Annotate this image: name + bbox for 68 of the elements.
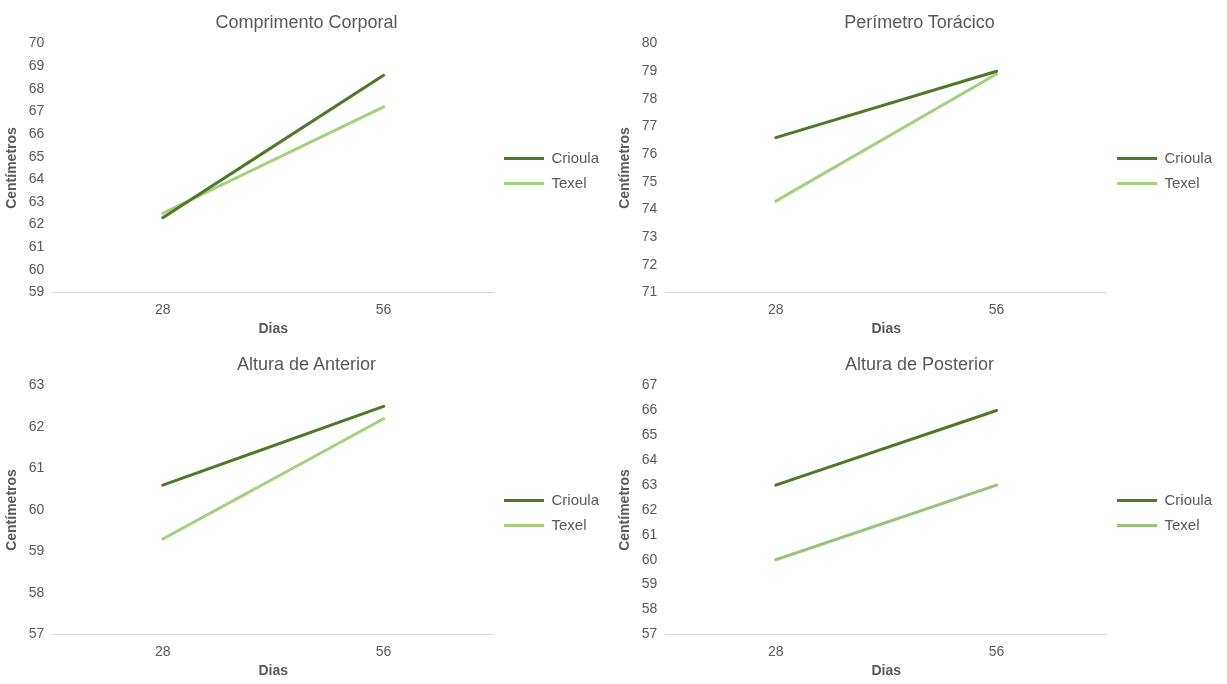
y-tick-label: 62 [28,215,45,232]
y-tick-label: 77 [641,117,658,134]
legend-label: Crioula [1164,490,1213,508]
y-tick-label: 62 [28,417,45,434]
y-tick-label: 66 [641,401,658,418]
y-tick-label: 80 [641,34,658,51]
y-tick-label: 61 [641,525,658,542]
chart-title: Comprimento Corporal [215,11,398,32]
y-axis-title: Centímetros [3,468,20,551]
y-tick-label: 73 [641,227,658,244]
chart-title: Altura de Posterior [844,353,995,374]
y-tick-label: 60 [28,260,45,277]
y-tick-label: 64 [28,170,45,187]
y-tick-label: 66 [28,124,45,141]
legend-label: Crioula [551,490,600,508]
x-axis-title: Dias [258,320,289,337]
y-tick-label: 59 [28,542,45,559]
legend-label: Texel [1164,173,1200,191]
x-tick-label: 56 [375,642,392,659]
y-tick-label: 65 [28,147,45,164]
y-tick-label: 57 [28,625,45,642]
chart-title: Altura de Anterior [236,353,377,374]
y-tick-label: 57 [641,625,658,642]
y-tick-label: 65 [641,426,658,443]
x-axis-title: Dias [258,662,289,679]
x-tick-label: 28 [154,300,171,317]
y-tick-label: 71 [641,283,658,300]
y-tick-label: 61 [28,459,45,476]
y-tick-label: 63 [28,192,45,209]
y-tick-label: 69 [28,57,45,74]
y-tick-label: 59 [28,283,45,300]
y-tick-label: 63 [641,475,658,492]
y-tick-label: 68 [28,79,45,96]
y-tick-label: 60 [641,550,658,567]
legend-label: Texel [1164,515,1200,533]
y-axis-title: Centímetros [616,468,633,551]
y-tick-label: 67 [28,102,45,119]
y-tick-label: 74 [641,200,658,217]
legend-label: Crioula [1164,148,1213,166]
chart-title: Perímetro Torácico [844,11,995,32]
y-tick-label: 78 [641,89,658,106]
x-tick-label: 56 [988,642,1005,659]
legend-label: Crioula [551,148,600,166]
y-tick-label: 67 [641,376,658,393]
x-tick-label: 28 [767,300,784,317]
y-tick-label: 70 [28,34,45,51]
x-tick-label: 56 [988,300,1005,317]
y-tick-label: 60 [28,500,45,517]
y-tick-label: 58 [641,600,658,617]
y-axis-title: Centímetros [3,126,20,209]
legend-label: Texel [551,515,587,533]
y-tick-label: 58 [28,583,45,600]
y-tick-label: 63 [28,376,45,393]
y-tick-label: 76 [641,145,658,162]
x-tick-label: 56 [375,300,392,317]
y-tick-label: 72 [641,255,658,272]
y-tick-label: 75 [641,172,658,189]
y-tick-label: 59 [641,575,658,592]
x-tick-label: 28 [154,642,171,659]
x-axis-title: Dias [871,320,902,337]
y-tick-label: 64 [641,451,658,468]
x-axis-title: Dias [871,662,902,679]
y-tick-label: 79 [641,62,658,79]
y-tick-label: 62 [641,500,658,517]
y-axis-title: Centímetros [616,126,633,209]
y-tick-label: 61 [28,238,45,255]
legend-label: Texel [551,173,587,191]
x-tick-label: 28 [767,642,784,659]
